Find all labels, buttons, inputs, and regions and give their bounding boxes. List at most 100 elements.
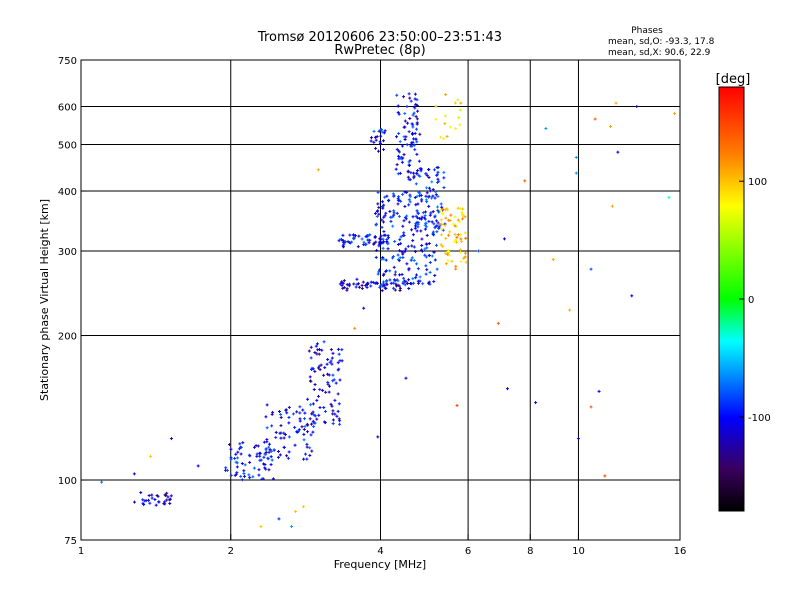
data-point [376,272,380,276]
data-point [418,167,422,171]
data-point [397,112,401,116]
data-point [321,388,325,392]
data-point [373,235,377,239]
data-point [446,252,450,256]
data-point [303,424,307,428]
data-point [454,264,458,268]
data-point [271,410,275,414]
data-point [312,388,316,392]
data-point [334,381,338,385]
data-point [403,249,407,253]
data-point [316,366,320,370]
data-point [396,202,400,206]
data-point [435,173,439,177]
data-point [402,231,406,235]
data-point [376,209,380,213]
data-point [376,435,380,439]
data-point [382,284,386,288]
data-point [376,202,380,206]
data-point [362,240,366,244]
data-point [298,411,302,415]
data-point [374,146,378,150]
data-point [419,193,423,197]
data-point [389,281,393,285]
data-point [378,285,382,289]
data-point [391,215,395,219]
data-point [445,134,449,138]
data-point [450,259,454,263]
data-point [410,228,414,232]
data-point [311,410,315,414]
data-point [457,220,461,224]
data-point [453,224,457,228]
data-point [408,178,412,182]
data-point [433,215,437,219]
data-point [235,471,239,475]
data-point [243,474,247,478]
data-point [235,465,239,469]
data-point [414,102,418,106]
data-point [389,215,393,219]
data-point [294,509,298,513]
data-point [418,275,422,279]
data-point [377,244,381,248]
data-point [400,272,404,276]
data-point [285,411,289,415]
data-point [464,260,468,264]
data-point [449,213,453,217]
data-point [374,255,378,259]
data-point [408,195,412,199]
data-point [139,491,143,495]
data-point [315,342,319,346]
data-point [377,129,381,133]
data-point [407,278,411,282]
data-point [268,448,272,452]
data-point [331,373,335,377]
data-point [414,203,418,207]
data-point [448,125,452,129]
data-point [453,215,457,219]
data-point [433,226,437,230]
data-point [441,211,445,215]
data-point [403,119,407,123]
data-point [430,196,434,200]
data-point [417,173,421,177]
data-point [403,283,407,287]
data-point [269,449,273,453]
data-point [415,103,419,107]
data-point [432,250,436,254]
data-point [420,237,424,241]
data-point [523,179,527,183]
data-point [413,195,417,199]
data-point [440,205,444,209]
data-point [165,491,169,495]
data-point [370,136,374,140]
data-point [459,250,463,254]
data-point [386,247,390,251]
data-point [375,135,379,139]
data-point [399,235,403,239]
data-point [166,495,170,499]
data-point [266,457,270,461]
data-point [456,233,460,237]
x-tick-label: 1 [78,546,84,557]
data-point [459,259,463,263]
data-point [576,437,580,441]
data-point [463,251,467,255]
data-point [163,500,167,504]
data-point [337,402,341,406]
y-axis-label: Stationary phase Virtual Height [km] [38,199,51,401]
data-point [404,376,408,380]
data-point [403,138,407,142]
data-point [259,458,263,462]
data-point [262,462,266,466]
chart-subtitle: RwPretec (8p) [334,43,425,58]
data-point [609,125,613,129]
data-point [352,282,356,286]
data-point [425,186,429,190]
data-point [414,214,418,218]
data-point [384,258,388,262]
data-point [405,143,409,147]
data-point [422,216,426,220]
data-point [310,449,314,453]
